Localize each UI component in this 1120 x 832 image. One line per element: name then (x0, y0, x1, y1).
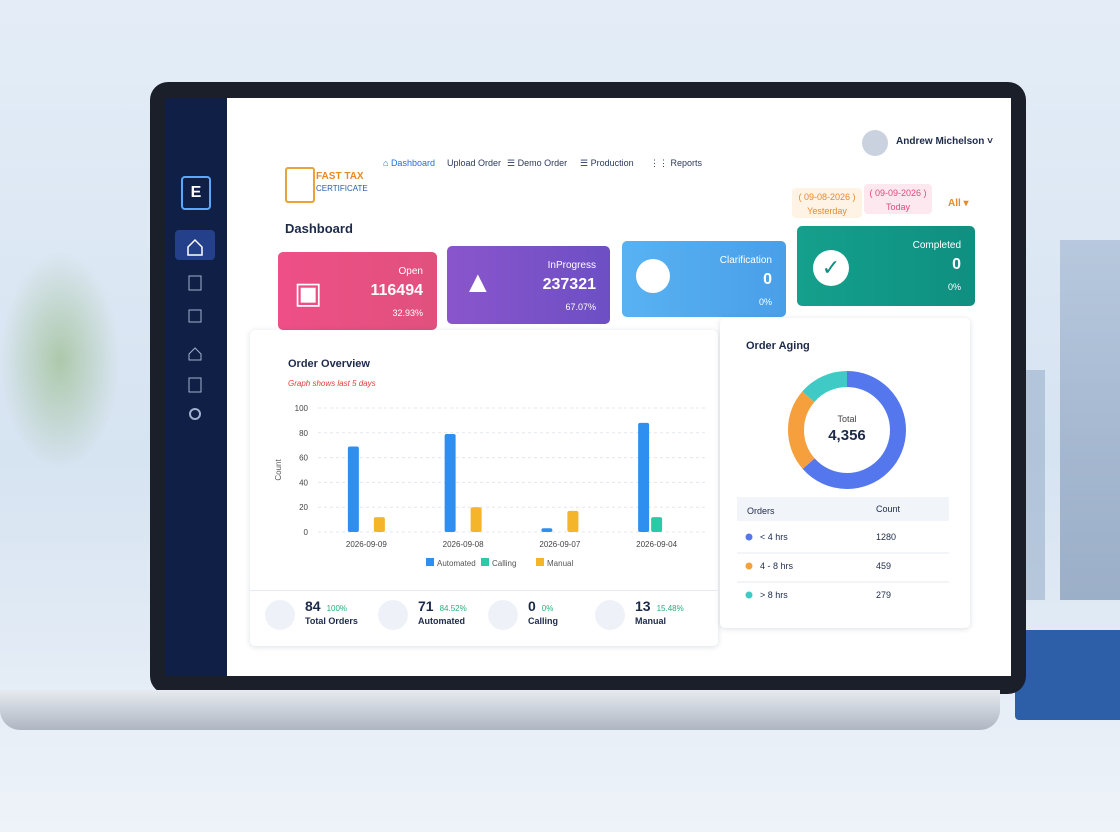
summary-label: Automated (418, 616, 465, 626)
summary-label: Calling (528, 616, 559, 626)
building (1060, 240, 1120, 600)
stat-card[interactable]: Completed 0 0% ✓ (797, 226, 975, 306)
nav-item[interactable]: ⋮⋮ Reports (650, 158, 703, 168)
card-name: Completed (912, 240, 961, 251)
filter-all[interactable]: All ▾ (948, 198, 969, 209)
card-value: 116494 (370, 282, 423, 299)
card-name: Open (398, 266, 423, 277)
aging-panel (720, 318, 970, 628)
filter-all-label: All (948, 198, 961, 209)
summary-icon (378, 600, 408, 630)
nav-item[interactable]: ☰ Demo Order (507, 158, 568, 168)
app-logo: E (181, 176, 211, 210)
user-label: Andrew Michelson (896, 136, 985, 147)
card-icon: ✓ (813, 250, 849, 286)
summary-item: 13 15.48% Manual (595, 598, 684, 630)
nav-item[interactable]: ☰ Production (580, 158, 634, 168)
summary-value: 71 (418, 598, 434, 614)
nav-label: Upload Order (447, 158, 502, 168)
stat-card[interactable]: InProgress 237321 67.07% ▲ (447, 246, 610, 324)
summary-value: 13 (635, 598, 651, 614)
divider (250, 590, 718, 591)
filter-label: Yesterday (807, 206, 847, 216)
card-change: 0% (758, 297, 772, 307)
nav-label: Demo Order (517, 158, 568, 168)
nav-item[interactable]: ⌂ Dashboard (383, 158, 435, 168)
books (1015, 630, 1120, 720)
card-value: 237321 (542, 276, 596, 293)
filter-today[interactable]: ( 09-09-2026 ) Today (864, 184, 932, 214)
sidebar-icons (187, 238, 203, 420)
plant (0, 250, 120, 470)
avatar (862, 130, 888, 156)
table-header (737, 497, 949, 521)
summary-label: Total Orders (305, 616, 358, 626)
card-name: InProgress (547, 260, 596, 271)
summary-change: 0% (541, 604, 554, 613)
summary-icon (265, 600, 295, 630)
sidebar: E (165, 98, 227, 676)
user-name[interactable]: Andrew Michelson ˅ (896, 136, 993, 147)
page-title: Dashboard (285, 221, 353, 236)
card-change: 32.93% (392, 308, 423, 318)
nav-item[interactable]: Upload Order (447, 158, 501, 168)
summary-value: 84 (305, 598, 321, 614)
card-icon: ▲ (463, 266, 493, 299)
summary-label: Manual (635, 616, 667, 626)
card-value: 0 (763, 271, 772, 288)
stat-card[interactable]: Clarification 0 0% (622, 241, 786, 317)
logo-text: FAST TAX (316, 171, 364, 182)
nav-label: Production (590, 158, 634, 168)
logo-subtext: CERTIFICATE (316, 184, 368, 193)
summary-item: 84 100% Total Orders (265, 598, 358, 630)
summary-change: 84.52% (439, 604, 467, 613)
filter-yesterday[interactable]: ( 09-08-2026 ) Yesterday (792, 188, 862, 218)
filter-date: ( 09-09-2026 ) (869, 188, 927, 198)
card-change: 0% (947, 282, 961, 292)
summary-value: 0 (528, 598, 536, 614)
filter-date: ( 09-08-2026 ) (798, 192, 856, 202)
filter-label: Today (885, 202, 911, 212)
nav-label: Reports (670, 158, 703, 168)
summary-change: 15.48% (656, 604, 684, 613)
summary-change: 100% (326, 604, 348, 613)
card-icon: ▣ (294, 277, 323, 310)
logo-icon (285, 167, 315, 203)
card-icon (636, 259, 670, 293)
summary-icon (595, 600, 625, 630)
nav-label: Dashboard (390, 158, 435, 168)
summary-icon (488, 600, 518, 630)
card-name: Clarification (719, 255, 772, 266)
card-value: 0 (952, 256, 961, 273)
stat-card[interactable]: Open 116494 32.93% ▣ (278, 252, 437, 330)
card-change: 67.07% (565, 302, 596, 312)
summary-item: 71 84.52% Automated (378, 598, 467, 630)
laptop-base (0, 690, 1000, 730)
summary-item: 0 0% Calling (488, 598, 559, 630)
